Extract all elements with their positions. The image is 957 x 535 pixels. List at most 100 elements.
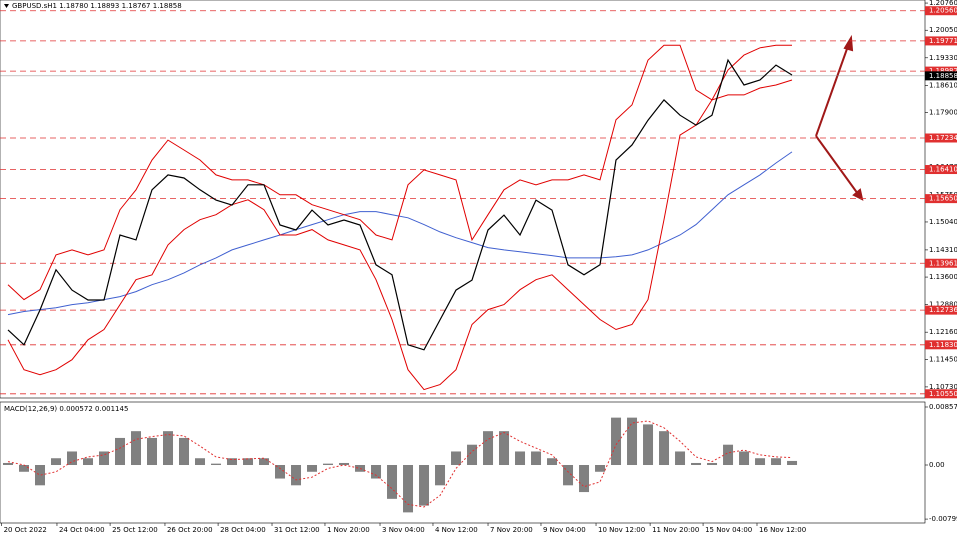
y-tick-label: 1.12160 [929, 328, 957, 336]
level-box [925, 165, 957, 175]
y-tick-label: 1.10730 [929, 383, 957, 391]
level-box [925, 6, 957, 16]
level-box [925, 133, 957, 143]
macd-title: MACD(12,26,9) 0.000572 0.001145 [4, 405, 128, 413]
macd-bar [259, 458, 270, 466]
macd-bar [419, 465, 430, 506]
x-tick-label: 10 Nov 12:00 [598, 526, 645, 534]
macd-bar [195, 458, 206, 466]
macd-bar [643, 424, 654, 466]
macd-bar [563, 465, 574, 486]
macd-bar [67, 451, 78, 466]
signal-line [7, 420, 793, 508]
macd-bar [211, 463, 222, 466]
macd-bar [243, 458, 254, 466]
level-label: 1.16410 [929, 166, 957, 174]
macd-bar [611, 417, 622, 466]
y-tick-label: 1.17900 [929, 109, 957, 117]
level-label: 1.12736 [929, 306, 957, 314]
macd-bar [115, 437, 126, 466]
macd-bar [515, 451, 526, 466]
x-tick-label: 28 Oct 04:00 [220, 526, 266, 534]
macd-bar [771, 458, 782, 466]
macd-bar [387, 465, 398, 499]
level-box [925, 258, 957, 268]
macd-bar [179, 437, 190, 466]
x-tick-label: 26 Oct 20:00 [167, 526, 213, 534]
level-label: 1.10550 [929, 390, 957, 398]
y-tick-label: 1.15040 [929, 218, 957, 226]
y-tick-label: 1.12880 [929, 301, 957, 309]
macd-bar [147, 437, 158, 466]
menu-icon[interactable] [4, 4, 9, 8]
y-tick-label: 0.008572 [929, 403, 957, 411]
x-tick-label: 7 Nov 20:00 [490, 526, 533, 534]
x-tick-label: 1 Nov 20:00 [327, 526, 370, 534]
level-box [925, 66, 957, 76]
macd-bar [83, 458, 94, 466]
macd-bar [707, 462, 718, 466]
macd-bar [131, 431, 142, 466]
macd-bar [483, 431, 494, 466]
x-tick-label: 25 Oct 12:00 [112, 526, 158, 534]
level-box [925, 340, 957, 350]
macd-bar [163, 431, 174, 466]
macd-bar [547, 458, 558, 466]
macd-bar [435, 465, 446, 486]
macd-bar [307, 465, 318, 472]
macd-bar [275, 465, 286, 479]
last-price-box [925, 71, 957, 81]
macd-bar [371, 465, 382, 479]
price-line [7, 79, 793, 391]
macd-bar [51, 458, 62, 466]
x-tick-label: 3 Nov 04:00 [382, 526, 425, 534]
x-tick-label: 24 Oct 04:00 [59, 526, 105, 534]
x-tick-label: 11 Nov 20:00 [652, 526, 699, 534]
y-tick-label: -0.007991 [929, 515, 957, 523]
y-tick-label: 1.13600 [929, 273, 957, 281]
level-label: 1.17234 [929, 134, 957, 142]
x-tick-label: 16 Nov 12:00 [759, 526, 806, 534]
macd-bar [19, 465, 30, 472]
y-tick-label: 1.18610 [929, 81, 957, 89]
macd-bar [35, 465, 46, 486]
last-price-label: 1.18858 [929, 72, 957, 80]
macd-bar [499, 431, 510, 466]
macd-bar [451, 451, 462, 466]
x-tick-label: 31 Oct 12:00 [274, 526, 320, 534]
level-label: 1.15650 [929, 195, 957, 203]
macd-bar [579, 465, 590, 493]
macd-bar [739, 451, 750, 466]
macd-bar [227, 458, 238, 466]
macd-bar [323, 463, 334, 466]
y-tick-label: 1.20760 [929, 0, 957, 7]
level-box [925, 305, 957, 315]
level-label: 1.20560 [929, 7, 957, 15]
macd-bar [691, 462, 702, 466]
level-box [925, 36, 957, 46]
price-line [7, 44, 792, 301]
y-tick-label: 1.11450 [929, 355, 957, 363]
macd-bar [659, 431, 670, 466]
level-box [925, 194, 957, 204]
macd-bar [99, 451, 110, 466]
macd-bar [531, 451, 542, 466]
macd-bar [467, 444, 478, 466]
macd-bar [3, 462, 14, 466]
x-tick-label: 15 Nov 04:00 [705, 526, 752, 534]
macd-bar [595, 465, 606, 472]
level-label: 1.19771 [929, 37, 957, 45]
macd-bar [355, 465, 366, 472]
macd-bar [675, 451, 686, 466]
macd-bar [787, 460, 798, 466]
y-tick-label: 1.14310 [929, 246, 957, 254]
price-line [7, 151, 793, 316]
macd-bar [339, 462, 350, 466]
chart-title: GBPUSD.sH1 1.18780 1.18893 1.18767 1.188… [12, 2, 182, 10]
level-box [925, 389, 957, 399]
level-label: 1.18982 [929, 67, 957, 75]
x-tick-label: 20 Oct 2022 [4, 526, 47, 534]
macd-bar [403, 465, 414, 513]
y-tick-label: 1.20050 [929, 26, 957, 34]
